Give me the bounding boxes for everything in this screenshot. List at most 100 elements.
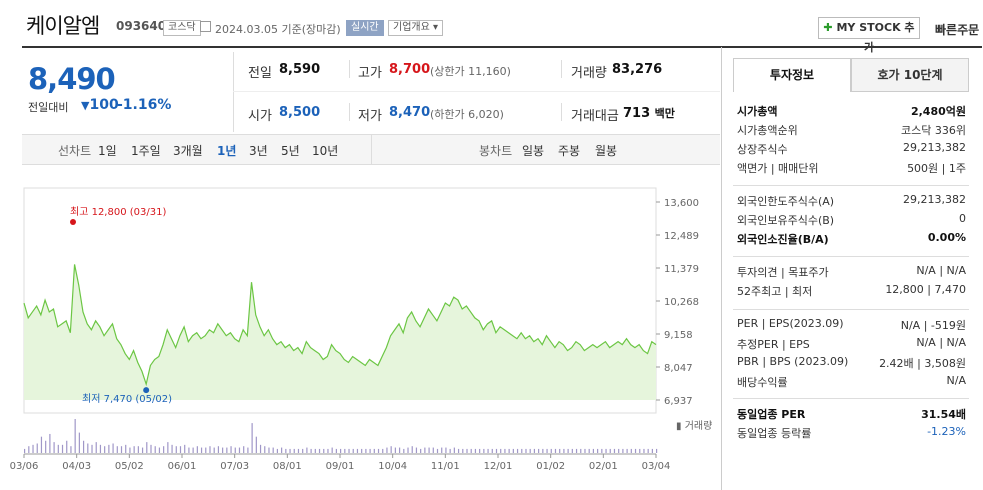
volume-bar [382,448,384,453]
volume-bar [626,448,628,453]
volume-label: 거래량 [571,66,607,81]
volume-bar [340,448,342,453]
volume-bar [108,444,110,453]
info-divider [733,398,969,399]
current-price: 8,490 [28,62,116,96]
period-3m[interactable]: 3개월 [173,144,203,158]
volume-bar [361,448,363,453]
tab-order-book[interactable]: 호가 10단계 [851,58,969,92]
info-label: 외국인한도주식수(A) [737,195,835,208]
x-tick-label: 12/01 [484,461,513,472]
prev-value: 8,590 [279,62,321,77]
volume-bar [141,447,144,453]
volume-bar [82,440,85,453]
volume-bar [259,444,262,453]
volume-bar [529,448,531,453]
volume-bar [184,444,186,453]
volume-bar [546,448,548,453]
volume-bar [318,448,321,453]
volume-bar [276,448,278,453]
volume-bar [129,447,131,453]
low-label: 저가 [358,109,382,124]
quick-order-link[interactable]: 빠른주문 [935,23,980,37]
candle-monthly[interactable]: 월봉 [595,144,618,158]
volume-bar [487,448,489,453]
info-divider [733,256,969,257]
volume-bar [563,448,565,453]
volume-bar [251,423,253,453]
volume-bar [597,448,599,453]
volume-bar [424,447,426,453]
info-value: 29,213,382 [903,193,966,206]
volume-bar [314,448,316,453]
volume-bar [550,448,552,453]
volume-bar [112,443,114,453]
change-value: ▼100 [81,97,119,113]
lower-limit: (하한가 6,020) [430,108,504,121]
volume-bar [196,446,198,453]
volume-bar [137,446,139,453]
info-label: 배당수익률 [737,376,788,389]
mystock-add-button[interactable]: ✚ MY STOCK 추가 [818,17,920,54]
volume-bar [394,447,396,453]
period-1d[interactable]: 1일 [98,144,117,158]
volume-bar [53,442,55,453]
volume-bar [622,448,624,453]
company-info-button[interactable]: 기업개요 ▾ [388,20,444,36]
volume-bar [512,448,514,453]
tab-invest-info[interactable]: 투자정보 [733,58,851,92]
divider [233,91,720,92]
upper-limit: (상한가 11,160) [430,65,511,78]
volume-bar [230,446,232,453]
period-5y[interactable]: 5년 [281,144,300,158]
high-label: 고가 [358,66,382,81]
volume-bar [618,448,620,453]
info-label: 외국인보유주식수(B) [737,214,835,227]
divider [349,60,350,78]
volume-bar [205,447,207,453]
volume-bar [407,447,409,453]
x-tick-label: 08/01 [273,461,302,472]
volume-bar [559,448,561,453]
candle-daily[interactable]: 일봉 [522,144,545,158]
volume-bar [213,447,215,453]
volume-bar [500,448,502,453]
volume-bar [483,448,485,453]
volume-bar [116,446,118,453]
info-value: 2.42배 | 3,508원 [879,357,966,370]
volume-bar [567,448,569,453]
volume-bar [293,448,295,453]
volume-bar [344,448,346,453]
volume-bar [639,448,641,453]
realtime-badge[interactable]: 실시간 [346,20,384,36]
high-annotation: 최고 12,800 (03/31) [70,206,166,218]
period-1y[interactable]: 1년 [217,144,237,158]
volume-bar [373,448,375,453]
volume-bar [91,444,93,453]
y-tick-label: 9,158 [664,330,693,341]
period-10y[interactable]: 10년 [312,144,339,158]
volume-bar [32,444,34,453]
volume-bar [66,440,68,453]
volume-bar [327,448,329,453]
volume-bar [348,448,350,453]
volume-bar [495,448,498,453]
volume-bar [432,447,434,453]
volume-bar [24,448,26,453]
volume-bar [289,448,291,453]
volume-bar [634,448,637,453]
volume-bar [99,444,102,453]
volume-bar [575,448,578,453]
volume-bar [411,446,413,453]
volume-bar [538,448,540,453]
volume-bar [613,448,616,453]
volume-bar [222,447,224,453]
period-1w[interactable]: 1주일 [131,144,161,158]
volume-bar [479,448,481,453]
period-3y[interactable]: 3년 [249,144,268,158]
volume-bar [403,448,405,453]
x-tick-label: 10/04 [378,461,407,472]
info-divider [733,309,969,310]
candle-weekly[interactable]: 주봉 [558,144,581,158]
info-tabs: 투자정보 호가 10단계 [733,58,969,92]
